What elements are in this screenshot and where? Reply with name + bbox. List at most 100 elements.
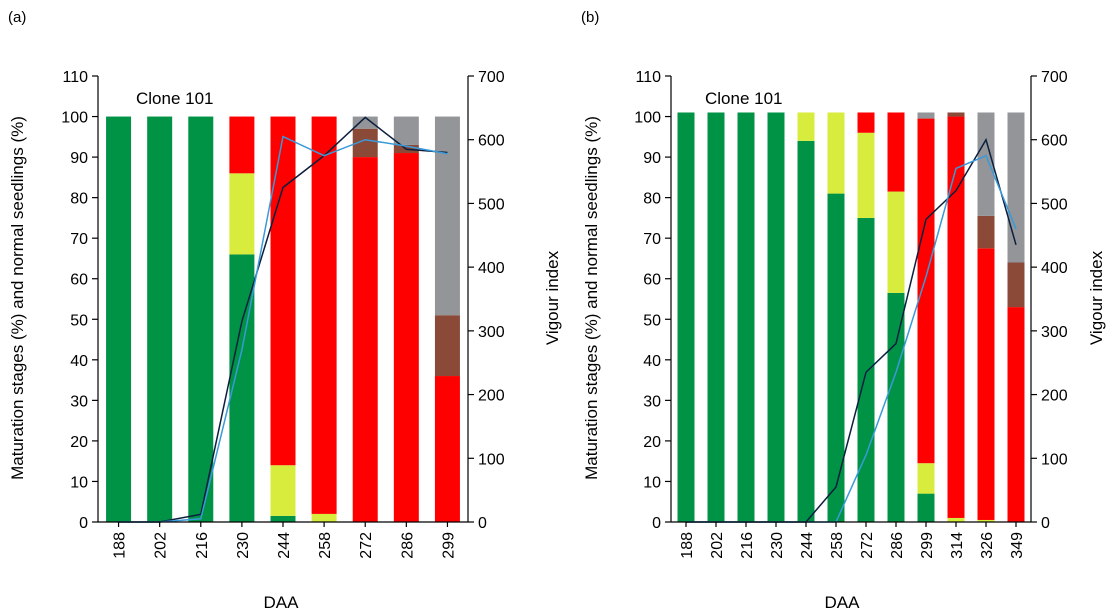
panel-b-y-tick-label: 60 bbox=[643, 272, 661, 289]
panel-b-vigour-lines bbox=[686, 137, 1017, 523]
panel-a-x-axis-label: DAA bbox=[264, 593, 300, 612]
panel-a-vigour-line-1 bbox=[118, 135, 448, 523]
panel-b-bar-272-seg-1 bbox=[857, 132, 875, 218]
panel-a-y2-tick-label: 100 bbox=[478, 451, 505, 468]
panel-a-y-tick-label: 0 bbox=[79, 515, 88, 532]
panel-b-bar-244-seg-1 bbox=[797, 112, 815, 141]
panel-b-x-tick-label: 314 bbox=[949, 532, 966, 559]
panel-a-x-tick-label: 216 bbox=[194, 532, 211, 559]
panel-a-y-tick-label: 20 bbox=[70, 434, 88, 451]
panel-a-y-tick-label: 50 bbox=[70, 312, 88, 329]
panel-b-bar-299-seg-4 bbox=[917, 112, 935, 119]
panel-b-y-tick-label: 0 bbox=[652, 515, 661, 532]
panel-b-y2-axis-label: Vigour index bbox=[1087, 250, 1106, 345]
panel-a-vigour-lines bbox=[118, 116, 448, 523]
panel-a-bar-244-seg-2 bbox=[270, 116, 296, 466]
panel-b-y-tick-label: 100 bbox=[634, 110, 661, 127]
panel-b-tag: (b) bbox=[581, 9, 599, 26]
panel-a-bar-299-seg-4 bbox=[434, 116, 460, 316]
panel-a: (a) Clone 101 Maturation stages (%) and … bbox=[8, 9, 562, 612]
panel-a-x-tick-label: 188 bbox=[112, 532, 129, 559]
panel-b-y2-tick-label: 100 bbox=[1041, 451, 1068, 468]
panel-a-y2-axis-label: Vigour index bbox=[543, 250, 562, 345]
panel-b-y-tick-label: 30 bbox=[643, 393, 661, 410]
panel-b-bar-286-seg-0 bbox=[887, 292, 905, 522]
panel-a-bar-188-seg-0 bbox=[106, 116, 132, 523]
panel-a-annotation: Clone 101 bbox=[136, 89, 214, 108]
panel-a-bar-272-seg-4 bbox=[352, 116, 378, 129]
panel-b: (b) Clone 101 Maturation stages (%) and … bbox=[581, 9, 1106, 612]
panel-b-bar-349-seg-3 bbox=[1007, 262, 1025, 308]
panel-b-y-tick-label: 50 bbox=[643, 312, 661, 329]
panel-b-bar-272-seg-2 bbox=[857, 112, 875, 133]
panel-a-y-tick-label: 70 bbox=[70, 231, 88, 248]
panel-b-y-tick-label: 110 bbox=[635, 69, 661, 86]
panel-a-y2-tick-label: 400 bbox=[478, 260, 505, 277]
panel-b-bar-349-seg-4 bbox=[1007, 112, 1025, 263]
panel-b-bar-202-seg-0 bbox=[707, 112, 725, 523]
panel-b-x-tick-label: 286 bbox=[889, 532, 906, 559]
panel-b-x-tick-label: 230 bbox=[769, 532, 786, 559]
panel-b-annotation: Clone 101 bbox=[705, 89, 783, 108]
panel-a-y-tick-label: 80 bbox=[70, 191, 88, 208]
panel-b-bar-314-seg-2 bbox=[947, 116, 965, 518]
panel-b-y-tick-label: 10 bbox=[643, 474, 661, 491]
panel-b-bar-326-seg-3 bbox=[977, 215, 995, 249]
panel-a-bar-286-seg-2 bbox=[393, 153, 419, 523]
panel-a-bar-230-seg-1 bbox=[229, 173, 255, 255]
panel-a-bar-230-seg-2 bbox=[229, 116, 255, 174]
panel-a-bar-299-seg-2 bbox=[434, 376, 460, 522]
panel-b-x-tick-label: 326 bbox=[979, 532, 996, 559]
panel-b-y-tick-label: 90 bbox=[643, 150, 661, 167]
panel-b-bar-314-seg-3 bbox=[947, 112, 965, 117]
panel-a-y2-tick-label: 500 bbox=[478, 196, 505, 213]
panel-a-bar-202-seg-0 bbox=[147, 116, 173, 523]
panel-a-y-tick-label: 90 bbox=[70, 150, 88, 167]
panel-b-bar-314-seg-1 bbox=[947, 517, 965, 522]
panel-b-bar-349-seg-2 bbox=[1007, 307, 1025, 522]
panel-b-bar-286-seg-2 bbox=[887, 112, 905, 192]
panel-a-axes bbox=[92, 75, 474, 527]
panel-b-y-tick-label: 80 bbox=[643, 191, 661, 208]
panel-b-x-tick-label: 272 bbox=[859, 532, 876, 559]
panel-b-bar-299-seg-0 bbox=[917, 493, 935, 522]
panel-b-bar-299-seg-2 bbox=[917, 118, 935, 464]
panel-a-x-tick-label: 230 bbox=[235, 532, 252, 559]
panel-b-y-tick-label: 40 bbox=[643, 353, 661, 370]
panel-a-x-tick-label: 202 bbox=[153, 532, 170, 559]
panel-a-bar-244-seg-0 bbox=[270, 515, 296, 522]
panel-b-x-tick-label: 188 bbox=[679, 532, 696, 559]
panel-b-y-tick-label: 70 bbox=[643, 231, 661, 248]
panel-b-x-tick-label: 244 bbox=[799, 532, 816, 559]
panel-a-bar-286-seg-4 bbox=[393, 116, 419, 145]
panel-b-x-tick-label: 202 bbox=[709, 532, 726, 559]
panel-b-bar-326-seg-4 bbox=[977, 112, 995, 216]
panel-a-y2-tick-label: 200 bbox=[478, 388, 505, 405]
panel-b-bar-326-seg-1 bbox=[977, 519, 995, 522]
panel-a-y-tick-label: 110 bbox=[62, 69, 88, 86]
panel-b-bar-286-seg-1 bbox=[887, 191, 905, 293]
panel-b-bar-258-seg-1 bbox=[827, 112, 845, 194]
panel-b-bar-188-seg-0 bbox=[677, 112, 695, 523]
panel-a-y-tick-label: 30 bbox=[70, 393, 88, 410]
panel-a-bar-258-seg-1 bbox=[311, 513, 337, 522]
panel-a-x-tick-label: 272 bbox=[358, 532, 375, 559]
panel-b-y2-tick-label: 300 bbox=[1041, 324, 1068, 341]
panel-b-y2-tick-label: 700 bbox=[1041, 69, 1068, 86]
panel-a-y-tick-label: 40 bbox=[70, 353, 88, 370]
panel-b-axes bbox=[665, 75, 1037, 527]
panel-b-y2-tick-label: 600 bbox=[1041, 133, 1068, 150]
panel-a-bar-230-seg-0 bbox=[229, 254, 255, 522]
panel-b-y-axis-label: Maturation stages (%) and normal seedlin… bbox=[582, 116, 601, 480]
panel-b-y2-tick-label: 0 bbox=[1041, 515, 1050, 532]
panel-b-bar-326-seg-2 bbox=[977, 248, 995, 520]
panel-a-bar-258-seg-2 bbox=[311, 116, 337, 514]
panel-a-x-tick-label: 258 bbox=[317, 532, 334, 559]
panel-b-y2-tick-label: 400 bbox=[1041, 260, 1068, 277]
panel-a-y2-tick-label: 700 bbox=[478, 69, 505, 86]
panel-a-y-tick-label: 10 bbox=[70, 474, 88, 491]
panel-a-x-tick-label: 286 bbox=[399, 532, 416, 559]
panel-a-vigour-line-0 bbox=[118, 116, 448, 523]
panel-a-tick-labels: 0 10 20 30 40 50 60 70 80 90 100 110 0 100 200 300 400 50… bbox=[61, 69, 505, 559]
